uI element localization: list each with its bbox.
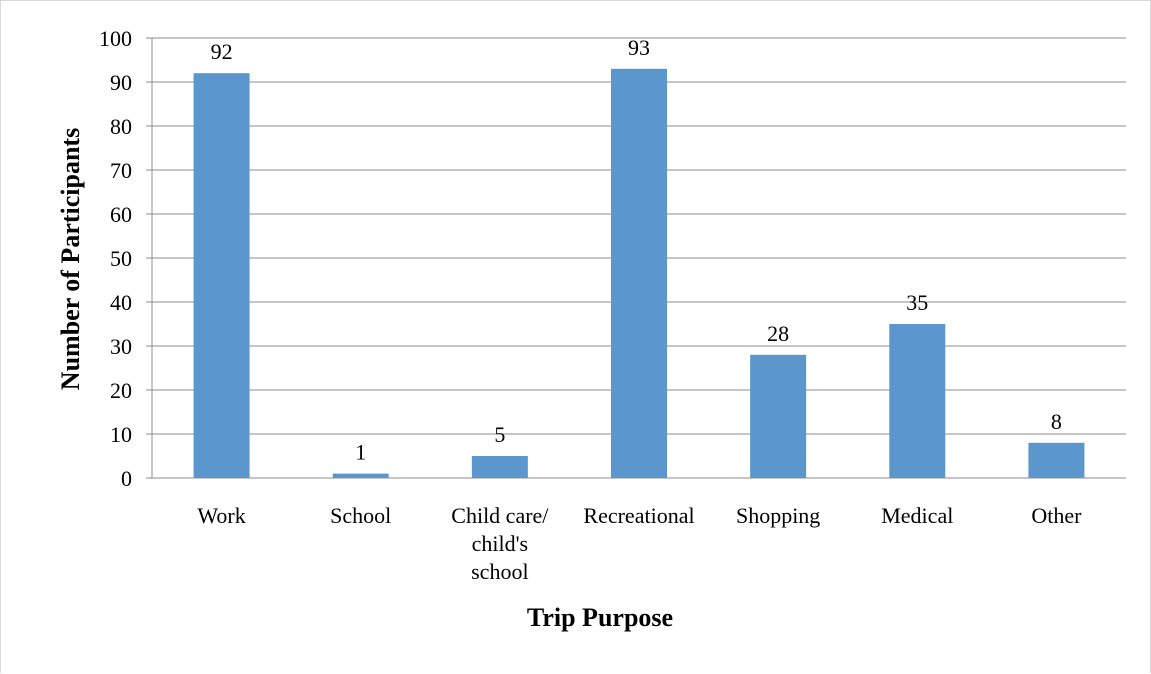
bars [193,68,1085,479]
x-tick-label: School [330,503,391,528]
y-tick-labels: 0 10 20 30 40 50 60 70 80 90 100 [99,26,132,491]
x-axis-title: Trip Purpose [527,603,673,632]
bar [611,68,667,479]
y-tick-label: 20 [110,378,132,403]
y-tick-label: 40 [110,290,132,315]
y-tick-label: 100 [99,26,132,51]
bar [332,473,389,478]
x-tick-label: Medical [881,503,953,528]
bar [750,354,807,478]
y-tick-label: 90 [110,70,132,95]
data-label: 8 [1051,409,1062,434]
y-tick-label: 80 [110,114,132,139]
bar [193,73,250,478]
data-label: 93 [628,35,650,60]
y-tick-label: 0 [121,466,132,491]
y-axis-title: Number of Participants [56,128,85,390]
x-tick-labels: Work School Child care/child's school Recrea… [197,503,1082,584]
data-labels: 92 1 5 93 28 35 8 [211,35,1062,465]
x-tick-label: Other [1031,503,1082,528]
data-label: 1 [355,440,366,465]
bar [1028,442,1085,478]
data-label: 92 [211,39,233,64]
y-tick-label: 70 [110,158,132,183]
x-tick-label: Work [197,503,245,528]
x-tick-label: Shopping [736,503,820,528]
data-label: 35 [906,290,928,315]
data-label: 5 [494,422,505,447]
x-tick-label: Recreational [583,503,694,528]
bar [471,456,528,478]
bar [889,324,946,478]
data-label: 28 [767,321,789,346]
axes [151,38,1126,479]
y-tick-label: 30 [110,334,132,359]
y-tick-label: 10 [110,422,132,447]
y-tick-label: 50 [110,246,132,271]
y-tick-label: 60 [110,202,132,227]
x-tick-label: Child care/child's school [451,503,549,584]
